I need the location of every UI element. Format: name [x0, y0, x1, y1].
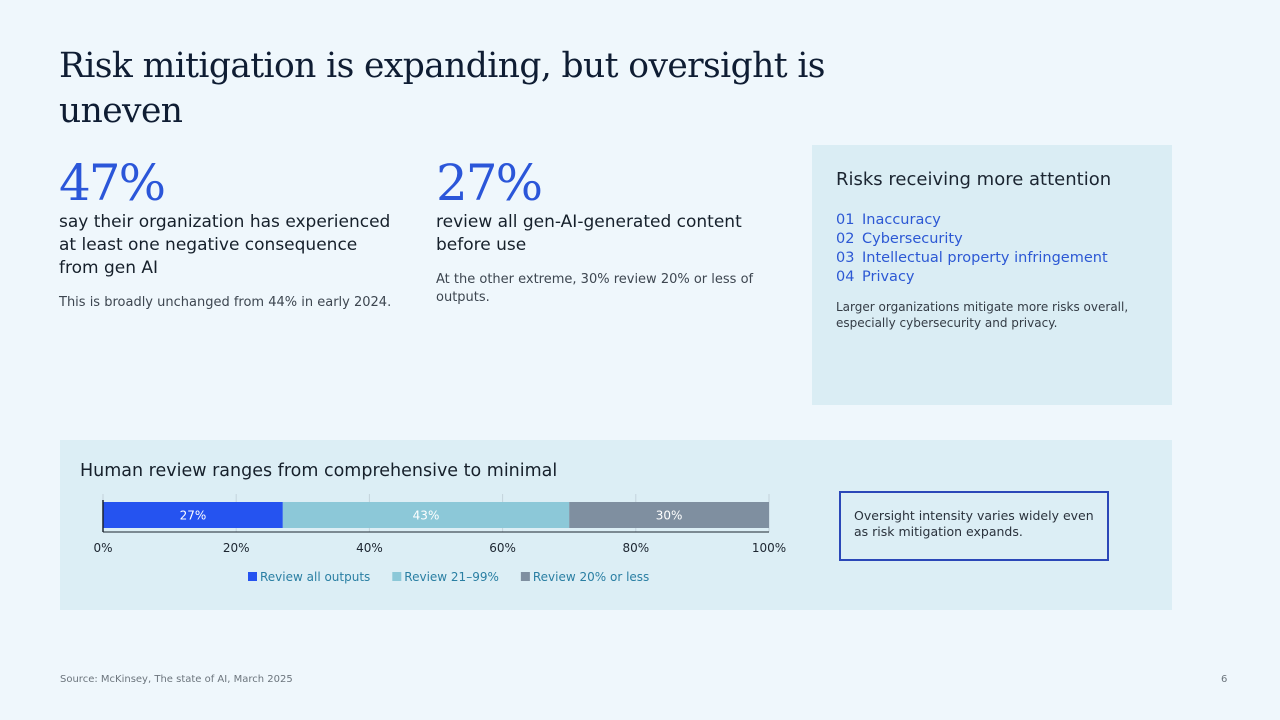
bar-segment	[282, 502, 570, 528]
risk-label: Cybersecurity	[862, 231, 963, 247]
x-tick-label: 40%	[356, 541, 383, 555]
x-tick-label: 80%	[622, 541, 649, 555]
risk-item: 01 Inaccuracy	[836, 211, 1108, 230]
data-label: 27%	[180, 509, 207, 523]
risks-panel: Risks receiving more attention 01 Inaccur…	[812, 145, 1172, 405]
risks-list: 01 Inaccuracy 02 Cybersecurity 03 Intellect…	[836, 211, 1108, 287]
x-tick-label: 20%	[223, 541, 250, 555]
legend-label: Review 20% or less	[533, 570, 649, 584]
risk-item: 02 Cybersecurity	[836, 230, 1108, 249]
legend-swatch	[392, 572, 402, 581]
x-tick-label: 0%	[93, 541, 112, 555]
chart-title: Human review ranges from comprehensive t…	[80, 461, 558, 481]
stat-negative-consequence: 47% say their organization has experienc…	[59, 152, 399, 312]
data-label: 43%	[413, 509, 440, 523]
data-label: 30%	[656, 509, 683, 523]
risk-label: Inaccuracy	[862, 212, 941, 228]
risk-number: 02	[836, 231, 855, 247]
risk-number: 01	[836, 212, 855, 228]
legend-label: Review 21–99%	[404, 570, 499, 584]
stat-note: This is broadly unchanged from 44% in ea…	[59, 295, 392, 310]
risk-label: Privacy	[862, 269, 915, 285]
stat-value: 47%	[59, 154, 166, 212]
page-number: 6	[1221, 674, 1228, 685]
x-tick-label: 100%	[752, 541, 786, 555]
risk-label: Intellectual property infringement	[862, 250, 1108, 266]
stat-note: At the other extreme, 30% review 20% or …	[436, 272, 754, 305]
page-title: Risk mitigation is expanding, but oversi…	[59, 46, 825, 131]
risk-number: 04	[836, 269, 855, 285]
stacked-bar-chart: 0% 20% 40% 60% 80% 100% 27% 43% 30% Review all ou…	[93, 494, 786, 584]
bar-segment	[103, 502, 283, 528]
source-note: Source: McKinsey, The state of AI, March…	[60, 674, 293, 685]
stat-description: review all gen-AI-generated content befo…	[436, 212, 742, 255]
stat-description: say their organization has experienced a…	[59, 212, 391, 278]
callout-box: Oversight intensity varies widely even a…	[839, 491, 1109, 561]
stat-value: 27%	[436, 154, 543, 212]
risk-number: 03	[836, 250, 855, 266]
legend-swatch	[520, 572, 530, 581]
x-tick-label: 60%	[489, 541, 516, 555]
review-panel: Human review ranges from comprehensive t…	[60, 440, 1172, 610]
legend-swatch	[248, 572, 257, 581]
legend-label: Review all outputs	[260, 570, 370, 584]
stat-review-all: 27% review all gen-AI-generated content …	[436, 152, 766, 307]
risk-item: 03 Intellectual property infringement	[836, 249, 1108, 268]
risks-title: Risks receiving more attention	[836, 169, 1112, 190]
bar-segment	[569, 502, 769, 528]
risks-note: Larger organizations mitigate more risks…	[836, 300, 1129, 330]
risk-item: 04 Privacy	[836, 268, 1108, 287]
